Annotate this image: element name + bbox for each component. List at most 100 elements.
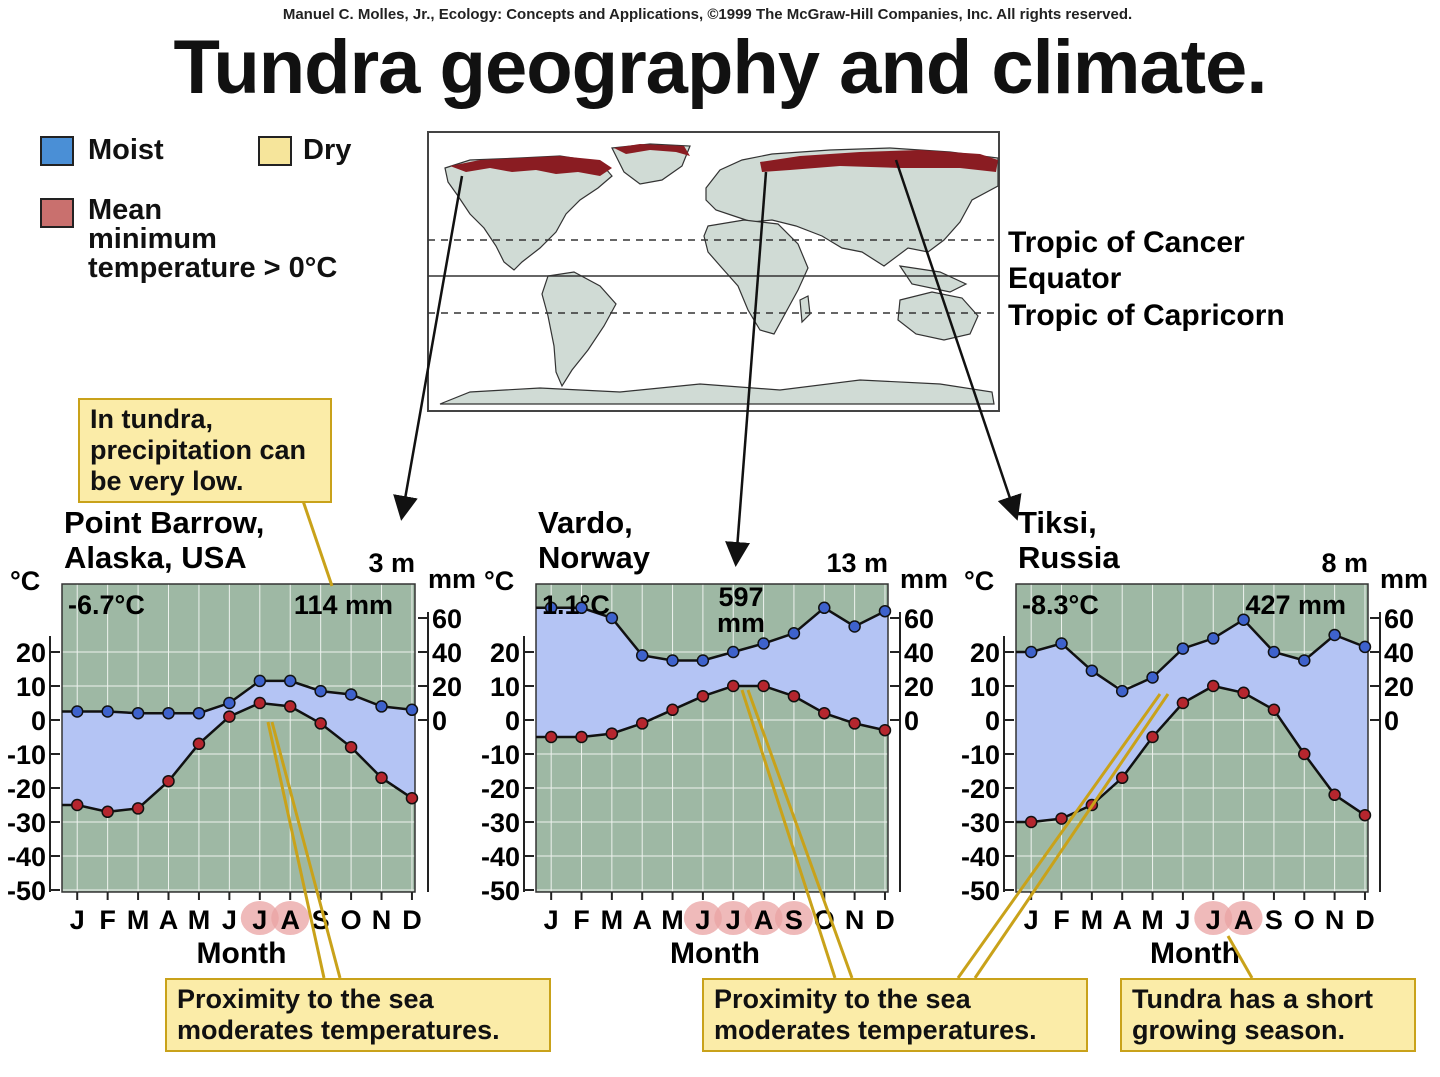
- month-label: N: [845, 905, 865, 935]
- month-label: J: [1206, 905, 1221, 935]
- precipitation-point: [162, 706, 175, 720]
- elevation-label: 8 m: [1321, 548, 1368, 578]
- right-axis-tick-label: 60: [904, 604, 934, 634]
- left-axis-tick-label: -10: [7, 740, 46, 770]
- left-axis-tick-label: 0: [31, 706, 46, 736]
- precipitation-point: [1176, 642, 1190, 655]
- right-axis-tick-label: 40: [1384, 638, 1414, 668]
- right-axis-tick-label: 40: [904, 638, 934, 668]
- plot-frame: [61, 583, 416, 893]
- temperature-point: [878, 723, 892, 737]
- left-axis-tick-label: -30: [7, 808, 46, 838]
- month-label: M: [661, 905, 684, 935]
- temperature-point: [696, 689, 710, 703]
- temperature-point: [1328, 788, 1341, 802]
- growing-season-highlight: [744, 901, 783, 935]
- month-label: M: [1141, 905, 1164, 935]
- month-label: J: [1175, 905, 1190, 935]
- x-axis-title: Month: [1150, 937, 1240, 970]
- south-america: [541, 271, 617, 388]
- location-name-line: Vardo,: [538, 505, 633, 540]
- left-axis-tick-label: -20: [7, 774, 46, 804]
- temperature-point: [223, 710, 236, 723]
- temperature-point: [1358, 808, 1372, 822]
- callout-sea-moderates-2: Proximity to the sea moderates temperatu…: [702, 978, 1088, 1052]
- callout-pointer: [956, 693, 1162, 979]
- left-axis-tick-label: -40: [481, 842, 520, 872]
- temperature-point: [757, 679, 770, 693]
- growing-season-highlight: [271, 901, 310, 935]
- antarctica: [439, 379, 995, 405]
- precipitation-point: [787, 627, 801, 640]
- right-axis-tick-label: 0: [904, 706, 919, 736]
- precipitation-point: [405, 703, 419, 717]
- callout-sea-moderates-1: Proximity to the sea moderates temperatu…: [165, 978, 551, 1052]
- growing-season-highlight: [1224, 901, 1263, 935]
- month-label: D: [875, 905, 895, 935]
- temperature-point: [1146, 730, 1159, 744]
- temperature-point: [1298, 747, 1311, 761]
- temperature-point: [405, 791, 419, 805]
- month-label: A: [280, 905, 300, 935]
- growing-season-highlight: [240, 901, 279, 935]
- right-axis-tick-label: 20: [904, 672, 934, 702]
- left-axis-tick-label: 10: [490, 672, 520, 702]
- callout-precipitation-low: In tundra, precipitation can be very low…: [78, 398, 332, 503]
- month-label: M: [188, 905, 211, 935]
- right-axis-tick-label: 60: [432, 604, 462, 634]
- mean-minimum-swatch: [40, 198, 74, 228]
- temperature-point: [375, 771, 388, 785]
- continents: [439, 143, 999, 405]
- precipitation-point: [757, 637, 770, 650]
- month-label: F: [99, 905, 116, 935]
- precipitation-point: [726, 645, 740, 659]
- temperature-point: [192, 737, 206, 751]
- right-axis-tick-label: 20: [1384, 672, 1414, 702]
- left-axis-unit: °C: [10, 566, 40, 596]
- annual-precipitation-label: 427 mm: [1245, 590, 1346, 620]
- right-axis-unit: mm: [900, 564, 948, 594]
- temperature-point: [787, 689, 801, 703]
- left-axis-tick-label: 10: [970, 672, 1000, 702]
- precipitation-point: [192, 706, 206, 720]
- location-name-line: Norway: [538, 540, 651, 575]
- tundra-regions: [450, 144, 998, 176]
- mean-temperature-label: -8.3°C: [1022, 590, 1099, 620]
- month-label: N: [1325, 905, 1345, 935]
- callout-pointer: [740, 689, 837, 979]
- callout-pointer: [298, 491, 334, 587]
- left-axis-tick-label: -20: [481, 774, 520, 804]
- precipitation-point: [344, 688, 358, 701]
- temperature-point: [344, 740, 358, 754]
- mean-temperature-label: 1.1°C: [542, 590, 610, 620]
- temperature-point: [1055, 812, 1068, 825]
- month-label: J: [695, 905, 710, 935]
- callout-text: Proximity to the sea moderates temperatu…: [177, 984, 500, 1045]
- precipitation-point: [375, 700, 388, 713]
- month-label: D: [402, 905, 422, 935]
- precipitation-point: [253, 674, 267, 688]
- callout-pointer: [270, 721, 342, 979]
- tundra-north-america: [450, 156, 612, 176]
- left-axis-tick-label: 0: [985, 706, 1000, 736]
- precipitation-point: [1085, 664, 1099, 677]
- dry-swatch: [258, 136, 292, 166]
- tundra-greenland-coast: [614, 144, 690, 156]
- left-axis-unit: °C: [484, 566, 514, 596]
- annual-precipitation-label: 114 mm: [294, 590, 393, 620]
- elevation-label: 13 m: [826, 548, 888, 578]
- temperature-point: [1176, 696, 1190, 710]
- right-axis-tick-label: 40: [432, 638, 462, 668]
- location-name-line: Alaska, USA: [64, 540, 247, 575]
- location-arrow: [725, 171, 768, 567]
- growing-season-highlight: [683, 901, 722, 935]
- legend-mean-minimum-line: minimum: [88, 223, 217, 255]
- right-axis-tick-label: 0: [432, 706, 447, 736]
- precipitation-point: [314, 684, 327, 698]
- moist-period-area: [536, 607, 888, 737]
- callout-pointer: [266, 721, 326, 979]
- callout-pointer: [973, 693, 1170, 979]
